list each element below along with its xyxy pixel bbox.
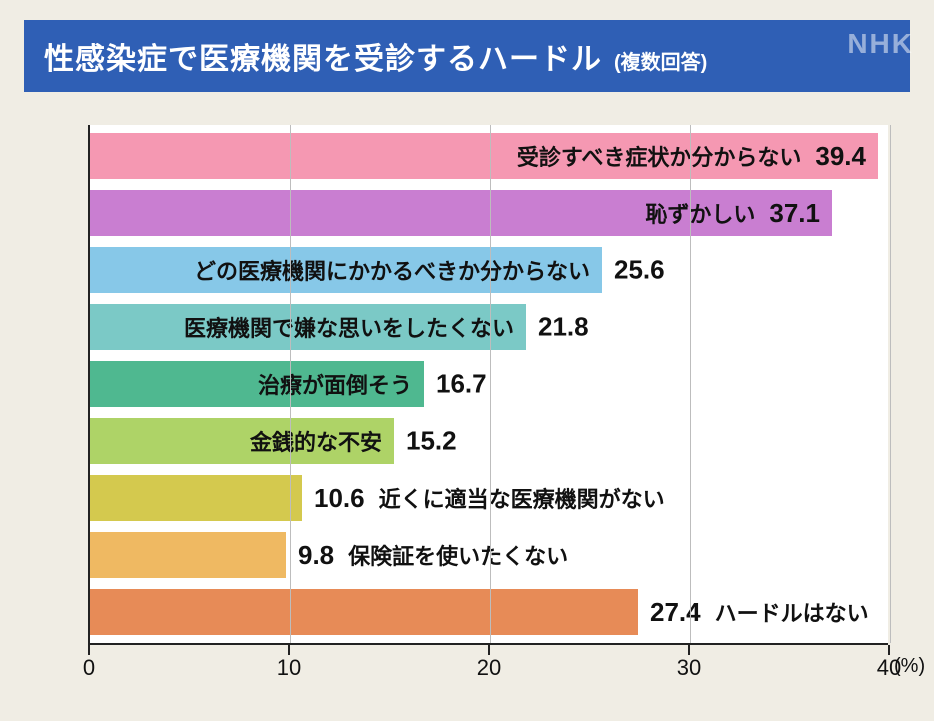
- tick-label: 10: [277, 655, 301, 681]
- bar-label: どの医療機関にかかるべきか分からない: [194, 254, 590, 286]
- bar-label-text: どの医療機関にかかるべきか分からない: [194, 254, 590, 286]
- bar: どの医療機関にかかるべきか分からない: [90, 247, 602, 293]
- bar-label-text: ハードルはない: [715, 596, 869, 628]
- bar: 恥ずかしい 37.1: [90, 190, 832, 236]
- bar-row: 受診すべき症状か分からない 39.4: [90, 133, 888, 179]
- gridline: [890, 125, 891, 643]
- watermark: NHK: [847, 28, 914, 60]
- tick-mark: [88, 645, 90, 655]
- bar-label: 27.4 ハードルはない: [650, 596, 869, 628]
- bars-container: 受診すべき症状か分からない 39.4 恥ずかしい 37.1 どの医療機関にかかるべきか分…: [90, 133, 888, 635]
- bar-value-label: 15.2: [406, 426, 457, 457]
- bar: [90, 589, 638, 635]
- bar-row: 9.8 保険証を使いたくない: [90, 532, 888, 578]
- bar-label: 医療機関で嫌な思いをしたくない: [184, 311, 514, 343]
- bar-label-text: 保険証を使いたくない: [348, 539, 568, 571]
- bar-row: 治療が面倒そう 16.7: [90, 361, 888, 407]
- bar-row: どの医療機関にかかるべきか分からない 25.6: [90, 247, 888, 293]
- gridline: [290, 125, 291, 643]
- bar-row: 医療機関で嫌な思いをしたくない 21.8: [90, 304, 888, 350]
- tick-label: 0: [83, 655, 95, 681]
- plot-area: 受診すべき症状か分からない 39.4 恥ずかしい 37.1 どの医療機関にかかるべきか分…: [88, 125, 888, 645]
- x-tick: 10: [288, 645, 290, 655]
- bar-value: 21.8: [538, 312, 589, 343]
- chart-title-sub: (複数回答): [614, 46, 707, 75]
- bar-value: 10.6: [314, 483, 365, 514]
- bar: [90, 475, 302, 521]
- bar-label-text: 受診すべき症状か分からない: [517, 140, 801, 172]
- x-axis-unit: (%): [894, 655, 925, 678]
- bar: 医療機関で嫌な思いをしたくない: [90, 304, 526, 350]
- bar-label: 恥ずかしい 37.1: [645, 197, 820, 229]
- x-tick: 20: [488, 645, 490, 655]
- tick-mark: [688, 645, 690, 655]
- tick-label: 20: [477, 655, 501, 681]
- bar-label: 金銭的な不安: [250, 425, 382, 457]
- x-tick: 40: [888, 645, 890, 655]
- x-axis: 0 10 20 30 40: [88, 645, 888, 685]
- bar-row: 恥ずかしい 37.1: [90, 190, 888, 236]
- bar-value: 37.1: [769, 198, 820, 229]
- chart: 受診すべき症状か分からない 39.4 恥ずかしい 37.1 どの医療機関にかかるべきか分…: [88, 125, 888, 685]
- bar-label-text: 治療が面倒そう: [258, 368, 412, 400]
- tick-mark: [488, 645, 490, 655]
- bar-row: 10.6 近くに適当な医療機関がない: [90, 475, 888, 521]
- bar-label: 治療が面倒そう: [258, 368, 412, 400]
- bar-label: 9.8 保険証を使いたくない: [298, 539, 568, 571]
- bar-label-text: 医療機関で嫌な思いをしたくない: [184, 311, 514, 343]
- chart-title-main: 性感染症で医療機関を受診するハードル: [44, 34, 602, 78]
- gridline: [690, 125, 691, 643]
- chart-title-bar: 性感染症で医療機関を受診するハードル (複数回答): [24, 20, 910, 92]
- bar-row: 金銭的な不安 15.2: [90, 418, 888, 464]
- x-tick: 30: [688, 645, 690, 655]
- tick-label: 30: [677, 655, 701, 681]
- bar-value-label: 16.7: [436, 369, 487, 400]
- bar: 治療が面倒そう: [90, 361, 424, 407]
- bar-value: 16.7: [436, 369, 487, 400]
- tick-mark: [288, 645, 290, 655]
- bar-label: 受診すべき症状か分からない 39.4: [517, 140, 866, 172]
- bar: 受診すべき症状か分からない 39.4: [90, 133, 878, 179]
- bar-label-text: 恥ずかしい: [645, 197, 755, 229]
- bar-row: 27.4 ハードルはない: [90, 589, 888, 635]
- bar-label-text: 近くに適当な医療機関がない: [379, 482, 665, 514]
- bar: 金銭的な不安: [90, 418, 394, 464]
- bar-value: 25.6: [614, 255, 665, 286]
- bar-value: 39.4: [815, 141, 866, 172]
- bar-value-label: 21.8: [538, 312, 589, 343]
- bar-value: 9.8: [298, 540, 334, 571]
- bar: [90, 532, 286, 578]
- bar-value-label: 25.6: [614, 255, 665, 286]
- gridline: [490, 125, 491, 643]
- bar-value: 15.2: [406, 426, 457, 457]
- bar-label-text: 金銭的な不安: [250, 425, 382, 457]
- bar-value: 27.4: [650, 597, 701, 628]
- x-tick: 0: [88, 645, 90, 655]
- tick-mark: [888, 645, 890, 655]
